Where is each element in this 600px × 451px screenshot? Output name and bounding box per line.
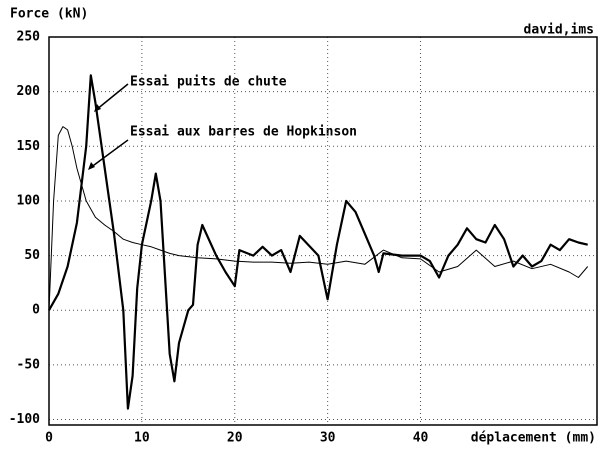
arrow-head [88,162,95,170]
y-tick-label: 200 [17,84,41,99]
y-tick-label: 50 [24,248,40,263]
y-tick-label: 100 [17,193,41,208]
plot-frame [48,36,598,426]
x-axis-label: déplacement (mm) [471,431,596,446]
x-tick-label: 30 [320,431,336,446]
credit: david,ims [524,23,594,38]
annotation-arrow [95,83,129,111]
annotation: Essai aux barres de Hopkinson [130,125,357,140]
y-tick-label: -50 [17,357,41,372]
x-tick-label: 40 [413,431,429,446]
y-tick-label: 250 [17,30,41,45]
line-series [48,74,588,410]
y-axis-label: Force (kN) [10,7,88,22]
y-tick-label: 150 [17,139,41,154]
x-tick-label: 20 [227,431,243,446]
y-tick-label: -100 [9,412,40,427]
annotation: Essai puits de chute [130,75,287,90]
x-tick-label: 10 [134,431,150,446]
x-tick-label: 0 [45,431,53,446]
line-series [48,126,589,311]
y-tick-label: 0 [32,303,40,318]
annotation-arrow [89,139,129,169]
